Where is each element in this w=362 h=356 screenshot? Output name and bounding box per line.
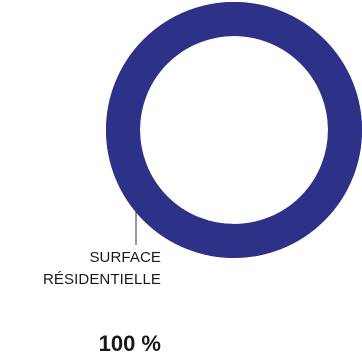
slice-percent-label: 100 % xyxy=(98,331,161,356)
donut-slices xyxy=(106,2,362,258)
slice-label-line-2: RÉSIDENTIELLE xyxy=(42,271,161,288)
slice-label-line-1: SURFACE xyxy=(89,249,161,266)
slice-label: SURFACE RÉSIDENTIELLE xyxy=(0,247,161,291)
donut-slice-0 xyxy=(106,2,362,258)
